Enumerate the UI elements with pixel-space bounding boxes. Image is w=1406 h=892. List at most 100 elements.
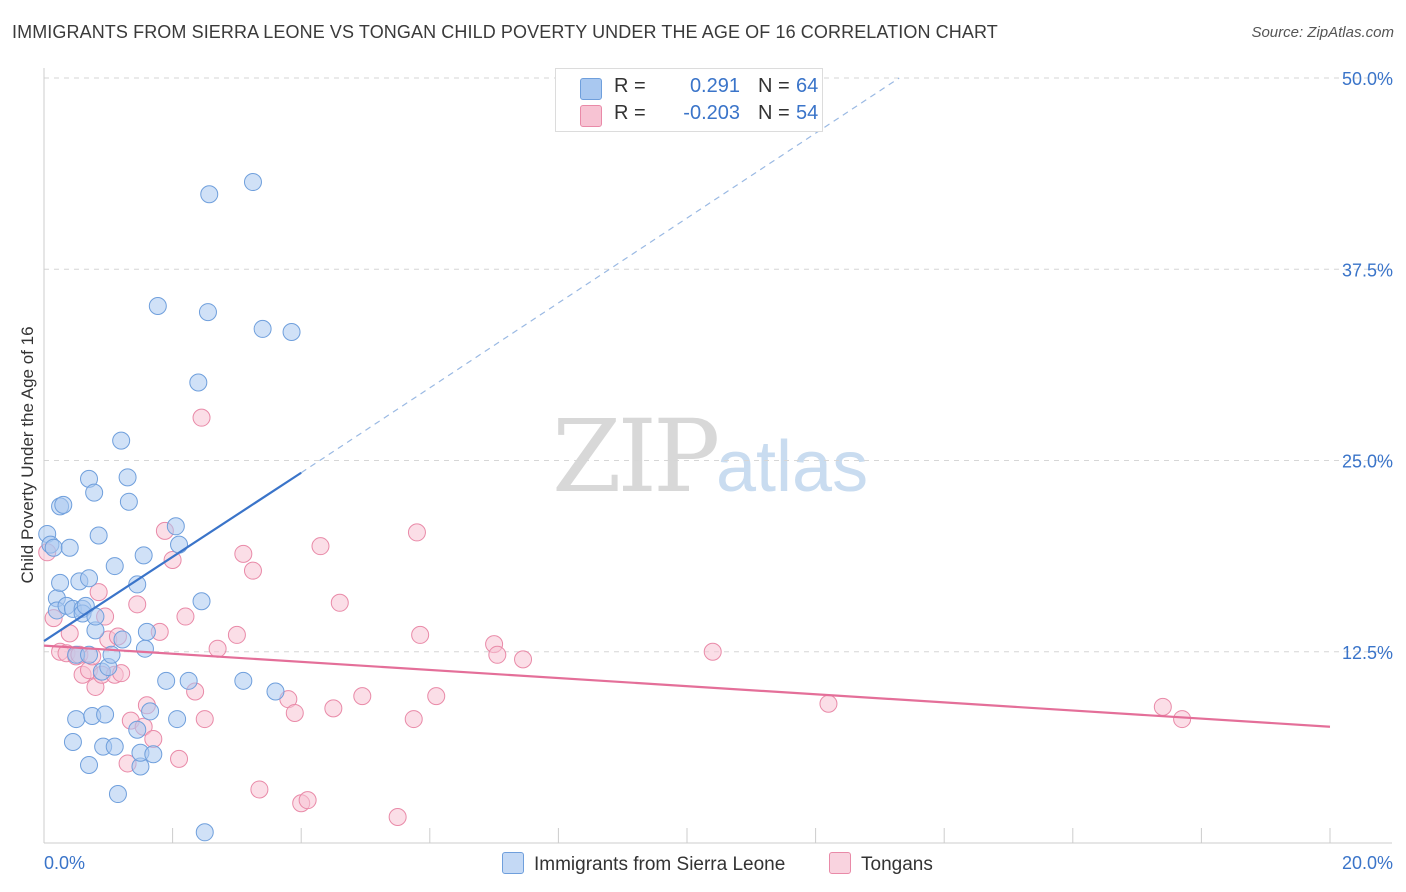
sierra-leone-point (112, 431, 131, 450)
sierra-leone-point (118, 468, 137, 487)
bottom-legend-label: Tongans (861, 854, 933, 875)
legend-r-value: -0.203 (683, 102, 740, 124)
sierra-leone-point (192, 592, 211, 611)
legend-swatch-pink (580, 105, 602, 127)
sierra-leone-point (179, 671, 198, 690)
tongans-point (163, 550, 182, 569)
tongans-point (427, 687, 446, 706)
tongans-point (250, 780, 269, 799)
sierra-leone-point (234, 671, 253, 690)
tongans-point (819, 694, 838, 713)
bottom-legend-swatch-pink (829, 852, 851, 874)
sierra-leone-point (253, 319, 272, 338)
sierra-leone-point (135, 639, 154, 658)
tongans-point (1153, 697, 1172, 716)
sierra-leone-point (80, 645, 99, 664)
sierra-leone-point (137, 622, 156, 641)
tongans-point (311, 537, 330, 556)
sierra-leone-point (44, 538, 63, 557)
tongans-point (514, 650, 533, 669)
bottom-legend-label: Immigrants from Sierra Leone (534, 854, 786, 875)
sierra-leone-point (89, 526, 108, 545)
sierra-leone-point (119, 492, 138, 511)
y-tick-label: 50.0% (1342, 69, 1393, 89)
tongans-trend-line (43, 644, 1331, 728)
tongans-point (176, 607, 195, 626)
sierra-leone-point (157, 671, 176, 690)
sierra-leone-point (108, 785, 127, 804)
tongans-point (388, 807, 407, 826)
source-label: Source: ZipAtlas.com (1251, 24, 1394, 41)
watermark-zip: ZIP (552, 398, 720, 515)
sierra-leone-point (80, 755, 99, 774)
sierra-leone-point (105, 557, 124, 576)
x-tick-label: 0.0% (44, 853, 85, 873)
watermark-atlas: atlas (716, 427, 869, 507)
sierra-leone-point (85, 483, 104, 502)
sierra-leone-point (144, 745, 163, 764)
tongans-point (407, 523, 426, 542)
sierra-leone-point (170, 535, 189, 554)
legend-r-label: R = (614, 102, 646, 124)
sierra-leone-point (51, 573, 70, 592)
tongans-point (144, 729, 163, 748)
sierra-leone-point (80, 569, 99, 588)
sierra-leone-point (166, 517, 185, 536)
y-tick-label: 12.5% (1342, 643, 1393, 663)
tongans-point (170, 749, 189, 768)
tongans-point (243, 561, 262, 580)
tongans-point (208, 639, 227, 658)
chart-title: IMMIGRANTS FROM SIERRA LEONE VS TONGAN C… (12, 22, 998, 42)
sierra-leone-point (266, 682, 285, 701)
legend-r-label: R = (614, 75, 646, 97)
bottom-legend-tongans: Tongans (829, 852, 933, 876)
bottom-legend-swatch-blue (502, 852, 524, 874)
sierra-leone-point (113, 630, 132, 649)
legend-swatch-blue (580, 78, 602, 100)
sierra-leone-point (148, 296, 167, 315)
tongans-point (298, 791, 317, 810)
sierra-leone-point (243, 173, 262, 192)
sierra-leone-point (60, 538, 79, 557)
tongans-point (227, 625, 246, 644)
sierra-leone-point (96, 705, 115, 724)
tongans-point (703, 642, 722, 661)
sierra-leone-point (105, 737, 124, 756)
tongans-point (192, 408, 211, 427)
tongans-point (404, 710, 423, 729)
legend-n-label: N = (758, 75, 790, 97)
tongans-point (195, 710, 214, 729)
sierra-leone-point (67, 710, 86, 729)
tongans-point (324, 699, 343, 718)
tongans-point (1173, 710, 1192, 729)
sierra-leone-point (198, 303, 217, 322)
sierra-leone-point (141, 702, 160, 721)
tongans-point (89, 583, 108, 602)
legend-n-value: 64 (796, 75, 819, 97)
tongans-point (234, 544, 253, 563)
sierra-leone-point (195, 823, 214, 842)
tongans-point (330, 593, 349, 612)
legend-n-value: 54 (796, 102, 819, 124)
tongans-point (488, 645, 507, 664)
bottom-legend-sierra-leone: Immigrants from Sierra Leone (502, 852, 785, 876)
x-tick-label: 20.0% (1342, 853, 1393, 873)
sierra-leone-point (189, 373, 208, 392)
y-tick-label: 37.5% (1342, 260, 1393, 280)
sierra-leone-point (282, 322, 301, 341)
tongans-point (353, 687, 372, 706)
legend-n-label: N = (758, 102, 790, 124)
tongans-point (411, 625, 430, 644)
correlation-legend: R = 0.291 N = 64 R = -0.203 N = 54 (555, 68, 823, 132)
sierra-leone-point (128, 720, 147, 739)
sierra-leone-trend-extension (300, 77, 900, 474)
tongans-point (128, 595, 147, 614)
sierra-leone-point (168, 710, 187, 729)
tongans-point (285, 703, 304, 722)
sierra-leone-trend-line (43, 471, 302, 642)
sierra-leone-point (63, 733, 82, 752)
sierra-leone-point (200, 185, 219, 204)
legend-r-value: 0.291 (689, 75, 740, 97)
y-tick-label: 25.0% (1342, 452, 1393, 472)
